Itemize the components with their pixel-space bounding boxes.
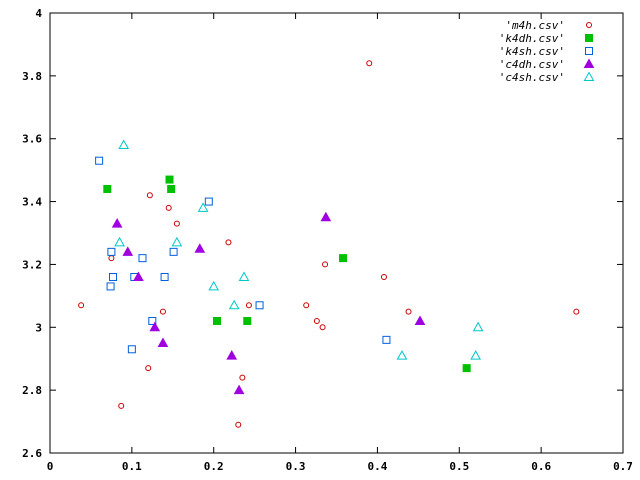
data-point [167,185,176,193]
y-tick-label: 3.8 [22,70,42,83]
data-point [194,243,206,253]
data-point [146,192,153,199]
data-point [462,364,471,373]
x-tick-label: 0.3 [286,460,306,473]
data-point [313,318,320,324]
data-point [405,308,412,315]
legend-marker [586,22,592,28]
x-tick-label: 0 [47,460,54,473]
data-point [169,247,178,256]
data-point [382,335,391,344]
series-1 [103,175,471,373]
data-point [157,337,169,347]
data-point [239,374,246,381]
y-tick-label: 2.6 [22,447,42,460]
legend-marker [583,71,595,81]
series-0 [78,60,580,428]
data-point [165,175,174,184]
data-point [573,308,580,315]
y-tick-label: 3.4 [22,196,42,209]
data-point [226,350,238,360]
data-point [114,236,125,247]
data-point [472,321,484,332]
data-point [165,204,172,211]
series-3 [111,211,426,395]
data-point [322,261,329,268]
data-point [245,302,252,309]
data-point [103,185,112,193]
data-point [396,350,408,360]
data-point [197,202,209,212]
y-tick-label: 4 [35,7,42,20]
data-point [95,156,104,165]
data-point [173,220,180,227]
data-point [107,247,116,256]
series-4 [114,139,484,360]
data-point [339,254,348,263]
data-point [470,350,482,360]
data-point [319,324,326,331]
data-point [133,271,144,281]
data-point [118,139,130,149]
legend-label: 'm4h.csv' [505,19,565,32]
data-point [233,384,245,395]
data-point [204,197,213,206]
y-tick-label: 3.6 [22,133,42,146]
data-point [148,317,157,325]
data-point [127,345,136,354]
data-point [111,218,123,228]
legend: 'm4h.csv''k4dh.csv''k4sh.csv''c4dh.csv''… [499,19,595,84]
x-tick-label: 0.5 [449,460,469,473]
data-point [380,274,387,280]
x-tick-label: 0.7 [613,460,633,473]
data-point [225,239,232,246]
data-point [414,315,426,325]
legend-label: 'c4sh.csv' [499,71,565,84]
data-point [320,211,332,222]
y-tick-label: 2.8 [22,384,42,397]
data-point [159,308,166,315]
y-tick-label: 3.2 [22,258,42,271]
y-tick-label: 3 [35,321,42,334]
series-2 [95,156,391,354]
data-point [208,280,220,291]
data-point [228,299,240,310]
legend-marker [583,58,595,68]
data-point [78,302,85,309]
data-point [108,255,115,262]
data-point [171,236,183,247]
legend-marker [585,47,593,55]
x-tick-label: 0.1 [122,460,142,473]
data-point [118,402,125,409]
legend-label: 'c4dh.csv' [499,58,565,71]
axis-ticks: 0 0.1 0.2 0.3 0.4 0.5 0.6 0.7 2.6 2.8 3 3.2 3.4 3.6 3.… [22,7,633,473]
data-point [122,246,134,256]
data-point [238,271,250,281]
data-point [366,60,373,67]
legend-label: 'k4dh.csv' [499,32,565,45]
data-point [212,317,221,325]
legend-marker [585,34,593,42]
data-point [138,254,147,263]
data-point [303,302,310,309]
data-point [255,301,264,310]
x-tick-label: 0.6 [531,460,551,473]
x-tick-label: 0.2 [204,460,224,473]
data-points [78,60,580,428]
x-tick-label: 0.4 [367,460,387,473]
data-point [149,321,161,332]
data-point [109,273,118,281]
plot-frame [49,12,624,454]
data-point [106,282,115,291]
data-point [235,421,242,428]
data-point [145,365,152,372]
legend-label: 'k4sh.csv' [499,45,565,58]
data-point [243,317,252,325]
data-point [160,273,169,281]
